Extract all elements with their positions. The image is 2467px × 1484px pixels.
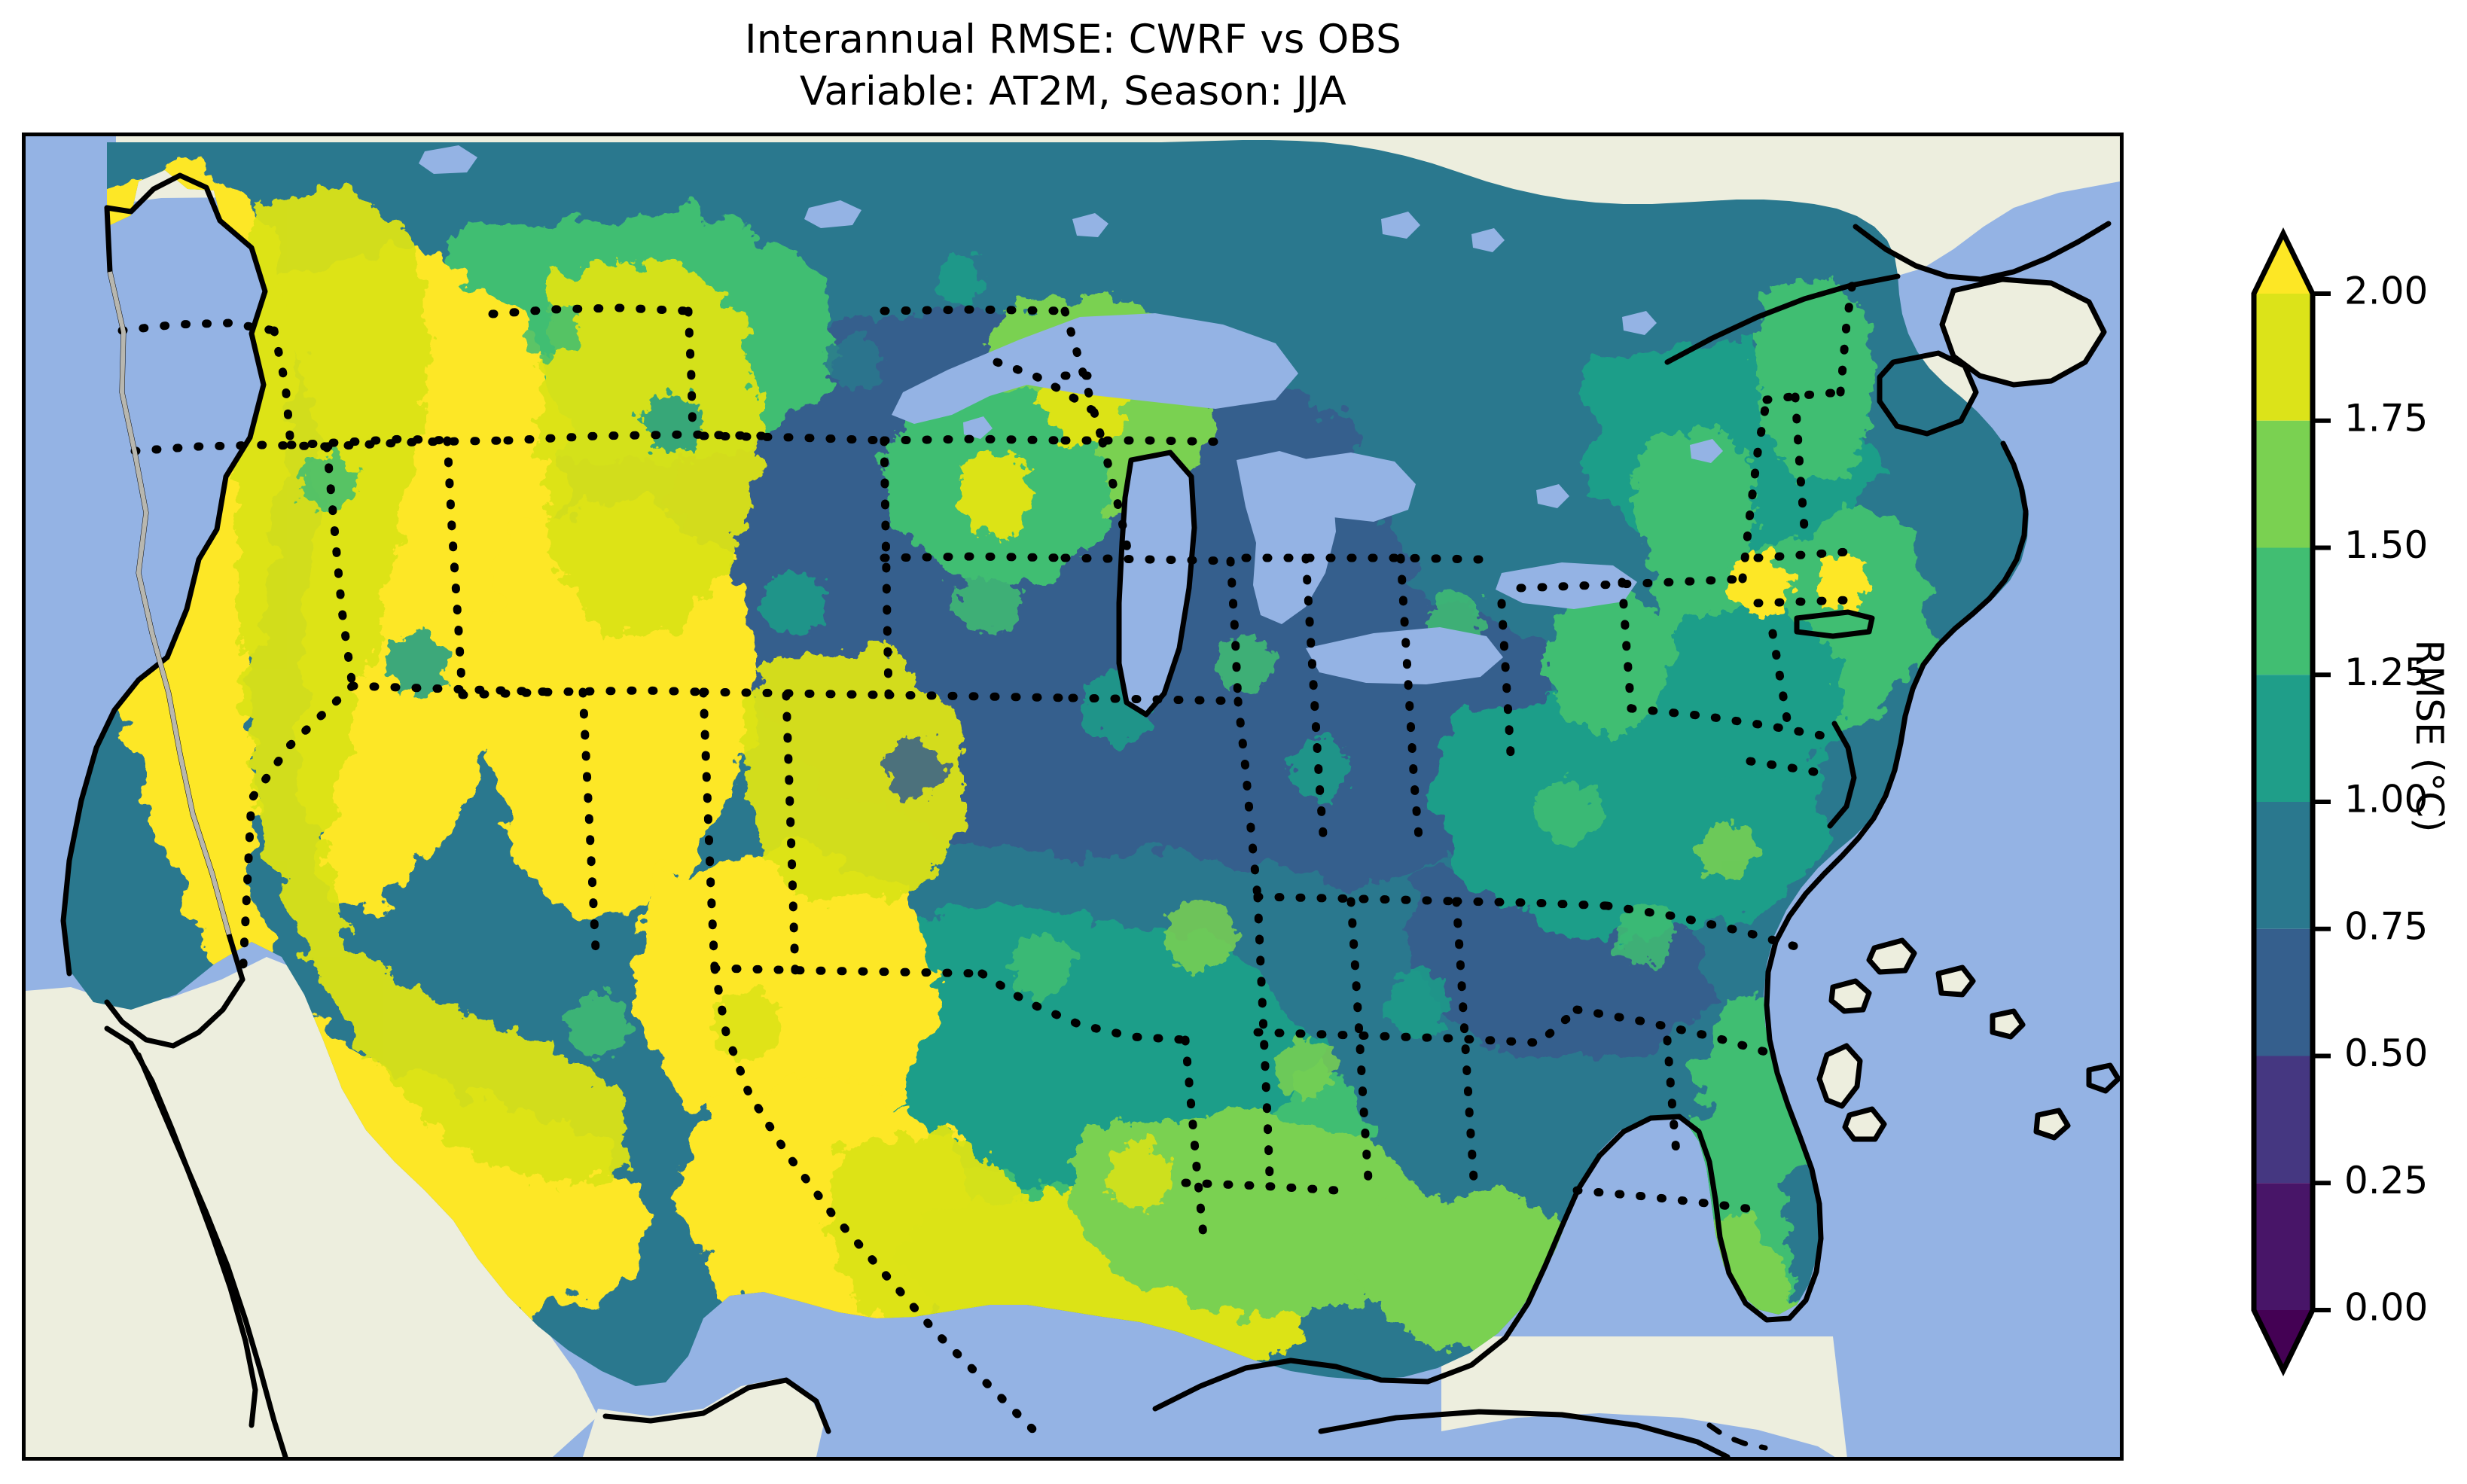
cbar-tick-2: 1.50 xyxy=(2344,523,2428,567)
cbar-tick-0: 2.00 xyxy=(2344,270,2428,313)
cbar-tick-4: 1.00 xyxy=(2344,778,2428,821)
cbar-tick-6: 0.50 xyxy=(2344,1031,2428,1075)
map-axes xyxy=(22,133,2124,1461)
colorbar-tick-labels: 2.00 1.75 1.50 1.25 1.00 0.75 0.50 0.25 … xyxy=(2344,270,2428,1330)
colorbar-bands xyxy=(2254,294,2313,1310)
state-borders xyxy=(117,267,1859,1436)
title-line-2: Variable: AT2M, Season: JJA xyxy=(800,69,1346,114)
cbar-tick-8: 0.00 xyxy=(2344,1286,2428,1330)
colorbar-extend-under xyxy=(2254,1310,2313,1370)
figure-title: Interannual RMSE: CWRF vs OBS Variable: … xyxy=(0,0,2146,133)
cbar-tick-3: 1.25 xyxy=(2344,651,2428,694)
cbar-tick-1: 1.75 xyxy=(2344,396,2428,440)
colorbar-extend-over xyxy=(2254,233,2313,294)
colorbar-ticks xyxy=(2313,291,2331,1312)
rmse-map xyxy=(26,136,2120,1457)
colorbar-axis-label: RMSE (°C) xyxy=(2408,639,2451,833)
great-lakes xyxy=(419,145,1723,715)
colorbar-svg[interactable]: 2.00 1.75 1.50 1.25 1.00 0.75 0.50 0.25 … xyxy=(2231,226,2450,1376)
colorbar[interactable]: 2.00 1.75 1.50 1.25 1.00 0.75 0.50 0.25 … xyxy=(2251,226,2428,1376)
domain-edge xyxy=(108,271,231,935)
title-line-1: Interannual RMSE: CWRF vs OBS xyxy=(744,17,1402,63)
cbar-tick-5: 0.75 xyxy=(2344,904,2428,948)
cbar-tick-7: 0.25 xyxy=(2344,1159,2428,1202)
